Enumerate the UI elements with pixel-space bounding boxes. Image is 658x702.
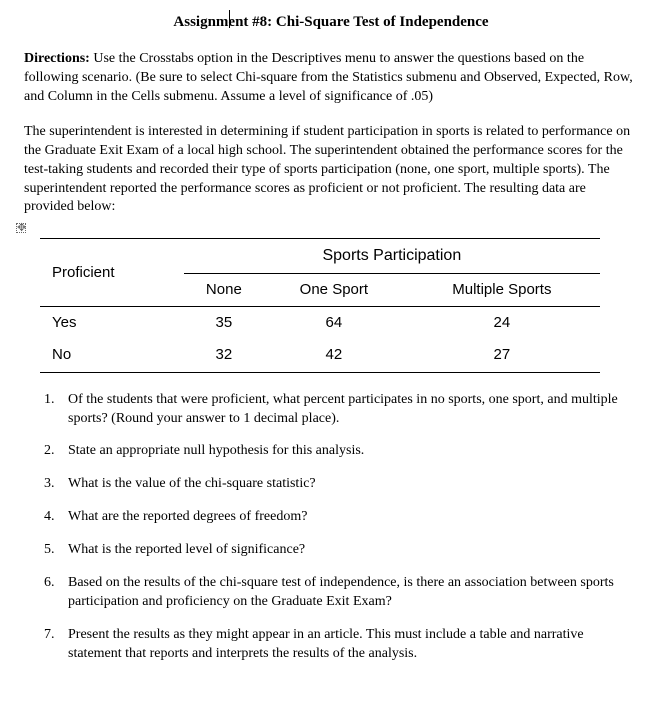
col-header-one-sport: One Sport <box>264 273 404 306</box>
list-item: What is the value of the chi-square stat… <box>68 475 638 494</box>
sports-crosstab-table: Proficient Sports Participation None One… <box>40 238 600 372</box>
list-item: Present the results as they might appear… <box>68 626 638 664</box>
cell-no-one: 42 <box>264 339 404 372</box>
title-text: Assignment #8: Chi-Square Test of Indepe… <box>173 14 488 30</box>
list-item: Of the students that were proficient, wh… <box>68 391 638 429</box>
cell-no-multiple: 27 <box>404 339 600 372</box>
cell-yes-none: 35 <box>184 307 264 340</box>
list-item: State an appropriate null hypothesis for… <box>68 442 638 461</box>
row-label-yes: Yes <box>40 307 184 340</box>
directions-text: Use the Crosstabs option in the Descript… <box>24 51 633 104</box>
table-row: Yes 35 64 24 <box>40 307 600 340</box>
cell-yes-one: 64 <box>264 307 404 340</box>
question-list: Of the students that were proficient, wh… <box>68 391 638 664</box>
cell-no-none: 32 <box>184 339 264 372</box>
table-row: No 32 42 27 <box>40 339 600 372</box>
list-item: What is the reported level of significan… <box>68 541 638 560</box>
directions-paragraph: Directions: Use the Crosstabs option in … <box>24 50 638 107</box>
page-title: Assignment #8: Chi-Square Test of Indepe… <box>24 12 638 32</box>
col-header-multiple-sports: Multiple Sports <box>404 273 600 306</box>
list-item: Based on the results of the chi-square t… <box>68 574 638 612</box>
column-group-header: Sports Participation <box>184 239 600 274</box>
row-label-no: No <box>40 339 184 372</box>
table-move-handle-icon[interactable]: ✥ <box>16 223 26 233</box>
scenario-paragraph: The superintendent is interested in dete… <box>24 123 638 217</box>
list-item: What are the reported degrees of freedom… <box>68 508 638 527</box>
cell-yes-multiple: 24 <box>404 307 600 340</box>
directions-label: Directions: <box>24 51 90 66</box>
row-variable-header: Proficient <box>40 239 184 307</box>
col-header-none: None <box>184 273 264 306</box>
text-cursor <box>229 10 230 28</box>
